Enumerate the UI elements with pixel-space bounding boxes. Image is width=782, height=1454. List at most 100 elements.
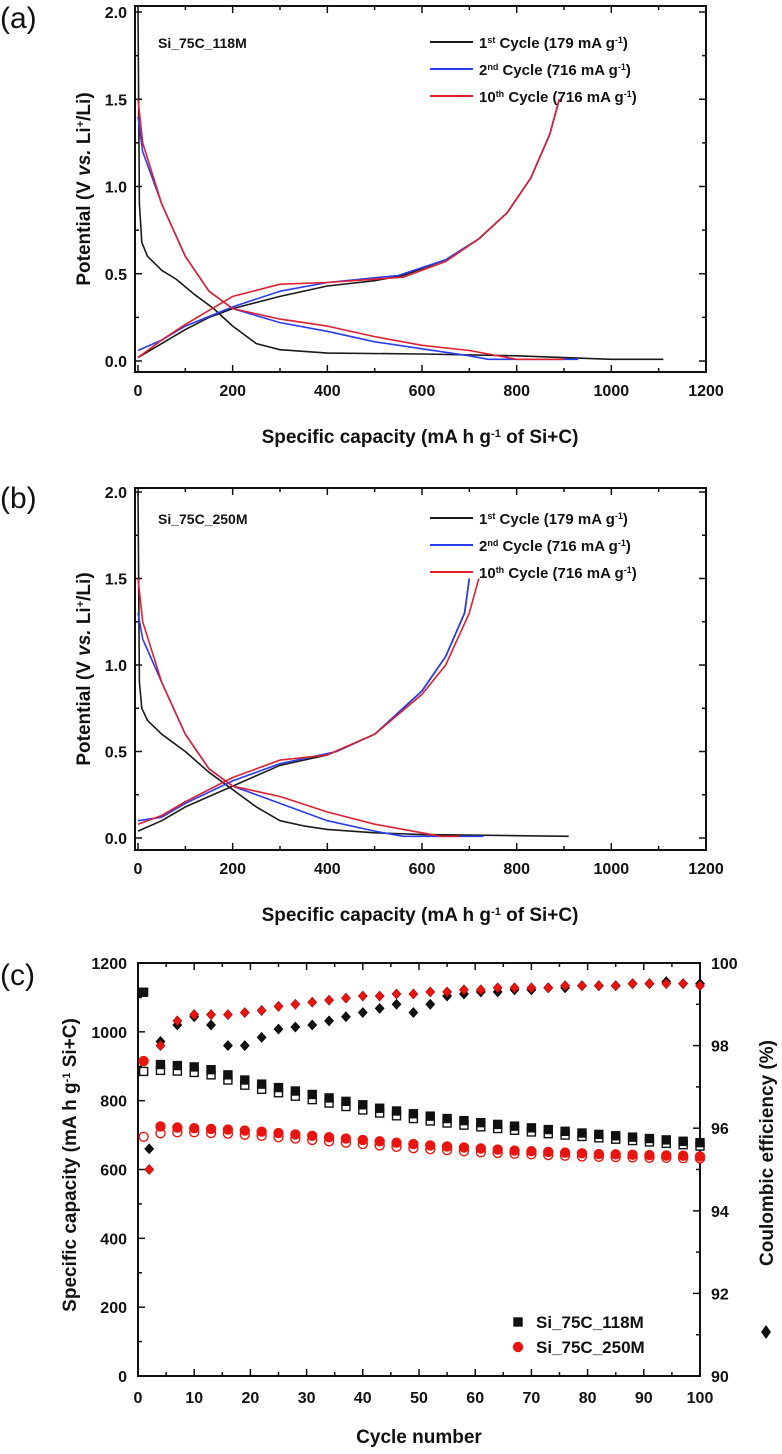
x-tick-label: 1000 <box>594 383 630 400</box>
legend-tail: ) <box>632 89 637 106</box>
legend-tail: ) <box>626 538 631 555</box>
legend-label-cycle-2: 2nd Cycle (716 mA g-1) <box>479 538 631 555</box>
point-si_75c_118m-discharge <box>695 1137 705 1148</box>
curve-cycle-10-charge <box>137 578 480 825</box>
legend-ordinal: 10 <box>479 89 496 106</box>
point-si_75c_118m-discharge <box>273 1082 284 1093</box>
point-si_75c_118m-discharge <box>189 1062 199 1072</box>
legend-ordinal-sup: nd <box>487 538 498 548</box>
point-si_75c_118m-discharge <box>425 1111 435 1121</box>
point-si_75c_250m-ce <box>509 982 520 994</box>
x-tick-label: 1200 <box>688 861 724 878</box>
x-axis-label-tail: of Si+C) <box>501 905 579 926</box>
legend-text: Cycle (716 mA g <box>504 565 624 582</box>
legend-label-si_75c_250m: Si_75C_250M <box>536 1338 645 1357</box>
y-axis-label-italic: vs. <box>74 629 95 655</box>
y-axis-label-main: Specific capacity (mA h g <box>60 1082 81 1311</box>
legend-ordinal: 10 <box>479 565 496 582</box>
plot-frame <box>134 5 707 373</box>
point-si_75c_250m-discharge <box>205 1123 217 1135</box>
panel-b-voltage-profile-250M: (b) 0 200 400 600 800 1000 1200 0.0 0.5 1.0 1.5 2.0 S… <box>0 482 724 926</box>
point-si_75c_250m-ce <box>189 1009 200 1021</box>
curve-cycle-10-discharge <box>137 99 564 361</box>
legend-text: Cycle (716 mA g <box>498 62 618 79</box>
legend-tail: ) <box>632 565 637 582</box>
curve-cycle-2-discharge <box>137 116 579 361</box>
point-si_75c_250m-discharge <box>138 1055 149 1067</box>
point-si_75c_118m-charge <box>138 1066 149 1077</box>
point-si_75c_118m-ce <box>341 1011 351 1023</box>
y-tick-label: 1.5 <box>105 92 127 109</box>
panel-a-voltage-profile-118M: (a) 0 200 400 600 800 1000 1200 0.0 0.5 1.0 1.5 2.0 S… <box>0 2 724 448</box>
point-si_75c_250m-ce <box>290 998 301 1010</box>
point-si_75c_250m-discharge <box>627 1149 638 1160</box>
x-tick-label: 60 <box>466 1390 484 1407</box>
y-tick-label: 0.0 <box>105 354 127 371</box>
y-tick-label: 1200 <box>91 956 127 973</box>
x-tick-label: 90 <box>635 1390 653 1407</box>
legend-label-cycle-1: 1st Cycle (179 mA g-1) <box>479 511 628 528</box>
point-si_75c_118m-discharge <box>492 1119 503 1130</box>
x-tick-label: 20 <box>242 1390 260 1407</box>
point-si_75c_118m-discharge <box>442 1113 452 1124</box>
x-axis-label-sup: -1 <box>491 428 501 440</box>
point-si_75c_118m-discharge <box>611 1131 621 1141</box>
point-si_75c_250m-discharge <box>475 1143 487 1154</box>
x-tick-label: 400 <box>314 861 341 878</box>
x-axis-label-main: Specific capacity (mA h g <box>262 905 491 926</box>
point-si_75c_250m-ce <box>273 1000 284 1012</box>
y-tick-label: 1.0 <box>105 658 127 675</box>
point-si_75c_250m-ce <box>155 1040 166 1052</box>
y-tick-label: 800 <box>100 1094 127 1111</box>
x-axis-label: Specific capacity (mA h g-1 of Si+C) <box>262 905 579 926</box>
legend-ordinal: 1 <box>479 511 487 528</box>
x-axis-label-main: Specific capacity (mA h g <box>262 427 491 448</box>
legend-unit-sup: -1 <box>624 565 632 575</box>
legend-label-cycle-10: 10th Cycle (716 mA g-1) <box>479 565 637 582</box>
point-si_75c_118m-discharge <box>240 1075 250 1085</box>
point-si_75c_250m-discharge <box>391 1137 402 1148</box>
y-axis-label-main: Potential (V <box>74 656 95 766</box>
panel-c-cycling-performance: (c)0 10 20 30 40 50 60 70 80 90 100020040060080010… <box>0 956 778 1448</box>
point-si_75c_118m-ce <box>206 1019 216 1031</box>
legend-unit-sup: -1 <box>615 35 623 45</box>
point-si_75c_250m-discharge <box>340 1133 352 1144</box>
point-si_75c_118m-discharge <box>476 1117 486 1128</box>
point-si_75c_118m-discharge <box>408 1109 419 1119</box>
legend-ordinal-sup: st <box>487 511 495 521</box>
y2-tick-label: 90 <box>711 1369 729 1386</box>
point-si_75c_250m-ce <box>627 978 638 990</box>
y-axis-label-tail: /Li) <box>74 572 95 601</box>
point-si_75c_250m-ce <box>425 986 436 998</box>
legend-label-cycle-10: 10th Cycle (716 mA g-1) <box>479 89 637 106</box>
legend-tail: ) <box>623 35 628 52</box>
point-si_75c_118m-ce <box>239 1040 250 1052</box>
point-si_75c_250m-discharge <box>273 1127 284 1139</box>
plot-frame <box>134 487 707 851</box>
point-si_75c_250m-ce <box>475 984 486 996</box>
point-si_75c_250m-ce <box>206 1009 216 1021</box>
y-tick-label: 1.5 <box>105 572 127 589</box>
point-si_75c_250m-discharge <box>458 1142 470 1153</box>
sample-annotation: Si_75C_118M <box>158 35 247 51</box>
point-si_75c_250m-discharge <box>559 1147 571 1158</box>
point-si_75c_250m-discharge <box>509 1145 520 1156</box>
point-si_75c_118m-discharge <box>223 1070 233 1080</box>
sample-annotation: Si_75C_250M <box>158 511 248 527</box>
point-si_75c_250m-ce <box>144 1164 155 1175</box>
point-si_75c_250m-ce <box>543 982 554 994</box>
y-tick-label: 1000 <box>91 1025 127 1042</box>
point-si_75c_118m-ce <box>290 1021 301 1033</box>
point-si_75c_250m-discharge <box>644 1149 655 1161</box>
point-si_75c_250m-discharge <box>188 1122 200 1134</box>
point-si_75c_250m-discharge <box>239 1125 250 1136</box>
point-si_75c_250m-discharge <box>425 1140 436 1151</box>
point-si_75c_250m-discharge <box>374 1136 385 1147</box>
legend-label-cycle-1: 1st Cycle (179 mA g-1) <box>479 35 628 52</box>
legend-text: Cycle (179 mA g <box>495 35 615 52</box>
point-si_75c_250m-discharge <box>610 1149 621 1160</box>
legend-unit-sup: -1 <box>618 62 626 72</box>
y-axis-label-sup: + <box>75 121 87 127</box>
x-axis-label-sup: -1 <box>491 906 501 918</box>
point-si_75c_250m-ce <box>492 982 503 994</box>
